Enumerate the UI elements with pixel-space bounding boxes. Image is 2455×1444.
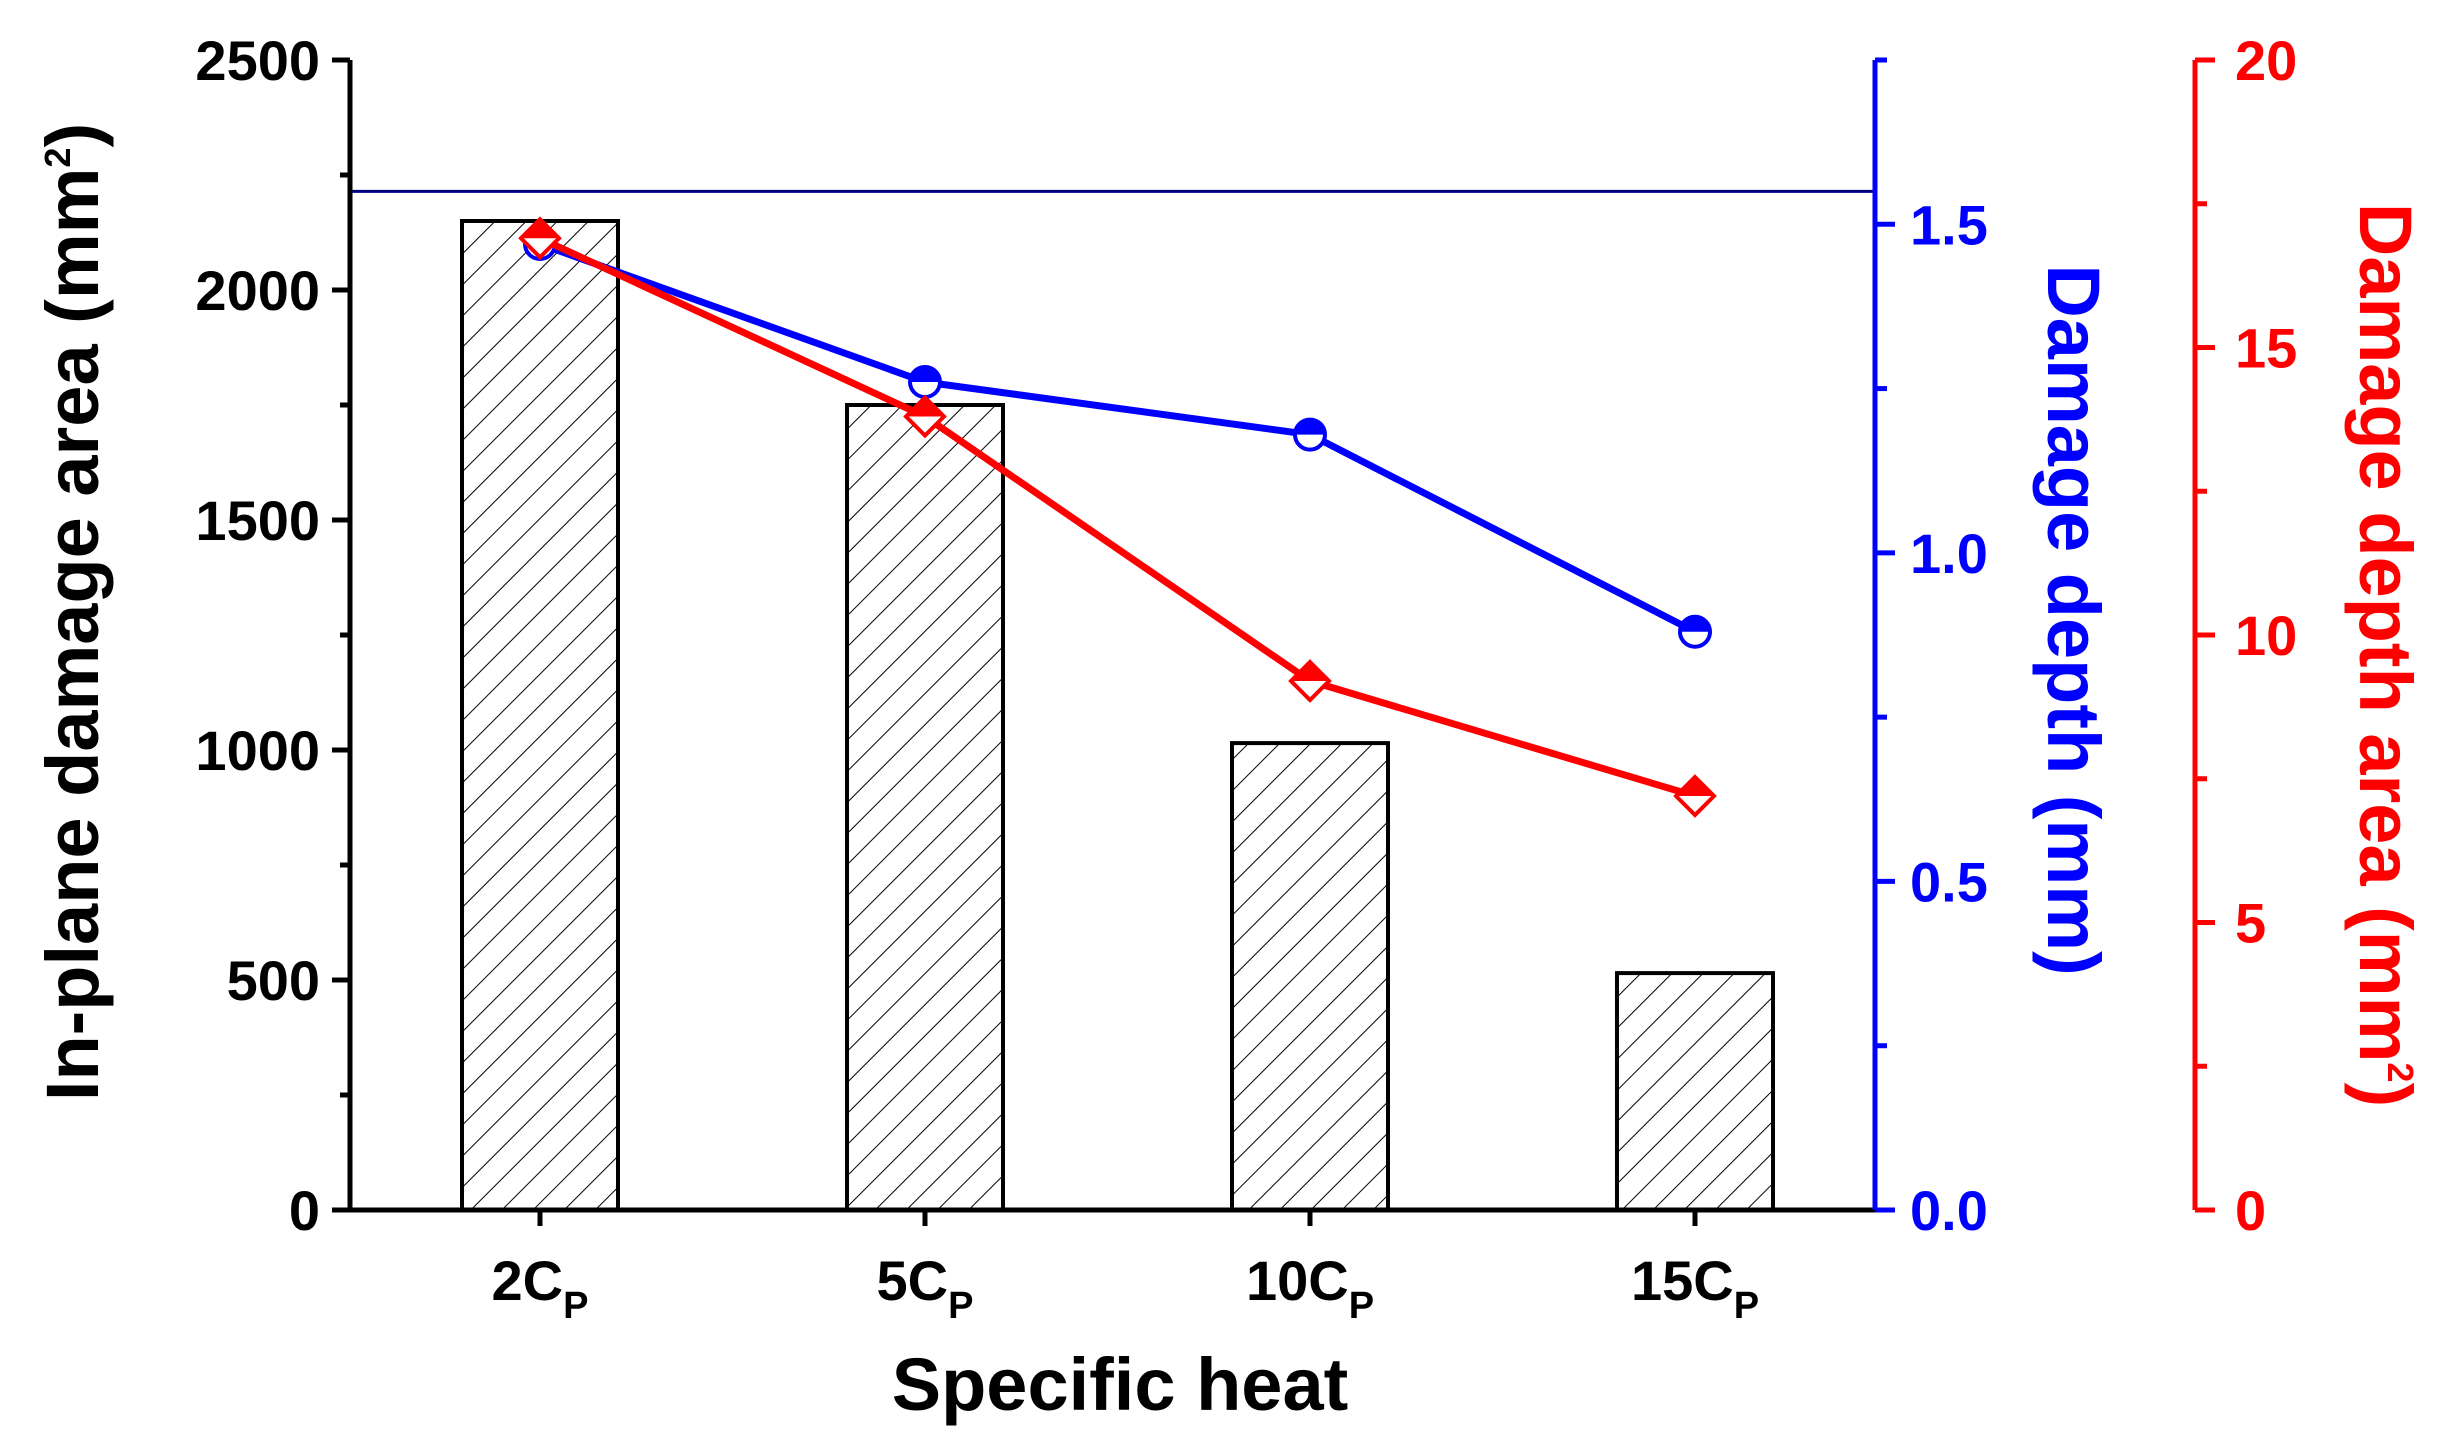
y-left-tick-label: 0 — [289, 1179, 320, 1242]
y-right2-axis-title: Damage depth area (mm2) — [2344, 203, 2427, 1107]
y-left-tick-label: 1000 — [195, 719, 320, 782]
y-right1-tick-label: 0.0 — [1910, 1179, 1988, 1242]
y-left-tick-label: 2500 — [195, 29, 320, 92]
damage-depth-point — [1678, 614, 1712, 649]
damage-depth-marker-fill — [1295, 419, 1325, 435]
damage-depth-area-marker-fill — [1291, 662, 1329, 681]
damage-depth-area-marker-fill — [906, 397, 944, 417]
y-right2-tick-label: 20 — [2235, 29, 2297, 92]
x-tick-label: 15CP — [1631, 1249, 1759, 1327]
y-right1-tick-label: 0.5 — [1910, 850, 1988, 913]
damage-depth-marker-fill — [1680, 616, 1711, 632]
axes-layer: 0 500 1000 1500 2000 2500 2CP 5CP 10CP 15CP 0.0 0.5… — [195, 29, 2297, 1327]
damage-depth-area-marker-fill — [521, 219, 559, 239]
bar-10cp — [1230, 741, 1390, 1212]
damage-depth-point — [1293, 417, 1327, 452]
damage-depth-marker-fill — [910, 367, 940, 382]
bar-2cp — [460, 219, 620, 1212]
y-right2-tick-label: 5 — [2235, 892, 2266, 955]
bars-layer — [460, 219, 1775, 1212]
x-tick-label: 2CP — [492, 1249, 589, 1327]
damage-depth-area-point — [518, 216, 562, 261]
y-right1-tick-label: 1.0 — [1910, 522, 1988, 585]
damage-depth-area-point — [903, 394, 947, 439]
y-left-tick-label: 2000 — [195, 259, 320, 322]
y-left-tick-label: 1500 — [195, 489, 320, 552]
y-right1-tick-label: 1.5 — [1910, 193, 1988, 256]
y-right1-axis-title: Damage depth (mm) — [2032, 264, 2115, 975]
damage-depth-area-line — [538, 235, 1697, 800]
damage-depth-point — [908, 365, 942, 399]
y-right2-tick-label: 15 — [2235, 317, 2297, 380]
y-left-axis-title: In-plane damage area (mm2) — [31, 123, 114, 1101]
x-tick-label: 10CP — [1246, 1249, 1374, 1327]
damage-depth-area-point — [1288, 659, 1332, 703]
damage-depth-line — [538, 240, 1697, 635]
y-right2-tick-label: 0 — [2235, 1179, 2266, 1242]
damage-depth-area-marker-fill — [1676, 777, 1714, 796]
bar-5cp — [845, 403, 1005, 1212]
lines-layer — [518, 216, 1717, 818]
y-left-tick-label: 500 — [227, 949, 320, 1012]
x-axis-title: Specific heat — [892, 1343, 1349, 1426]
bar-15cp — [1615, 971, 1775, 1212]
y-right2-tick-label: 10 — [2235, 604, 2297, 667]
x-tick-label: 5CP — [877, 1249, 974, 1327]
damage-depth-area-point — [1673, 774, 1717, 818]
